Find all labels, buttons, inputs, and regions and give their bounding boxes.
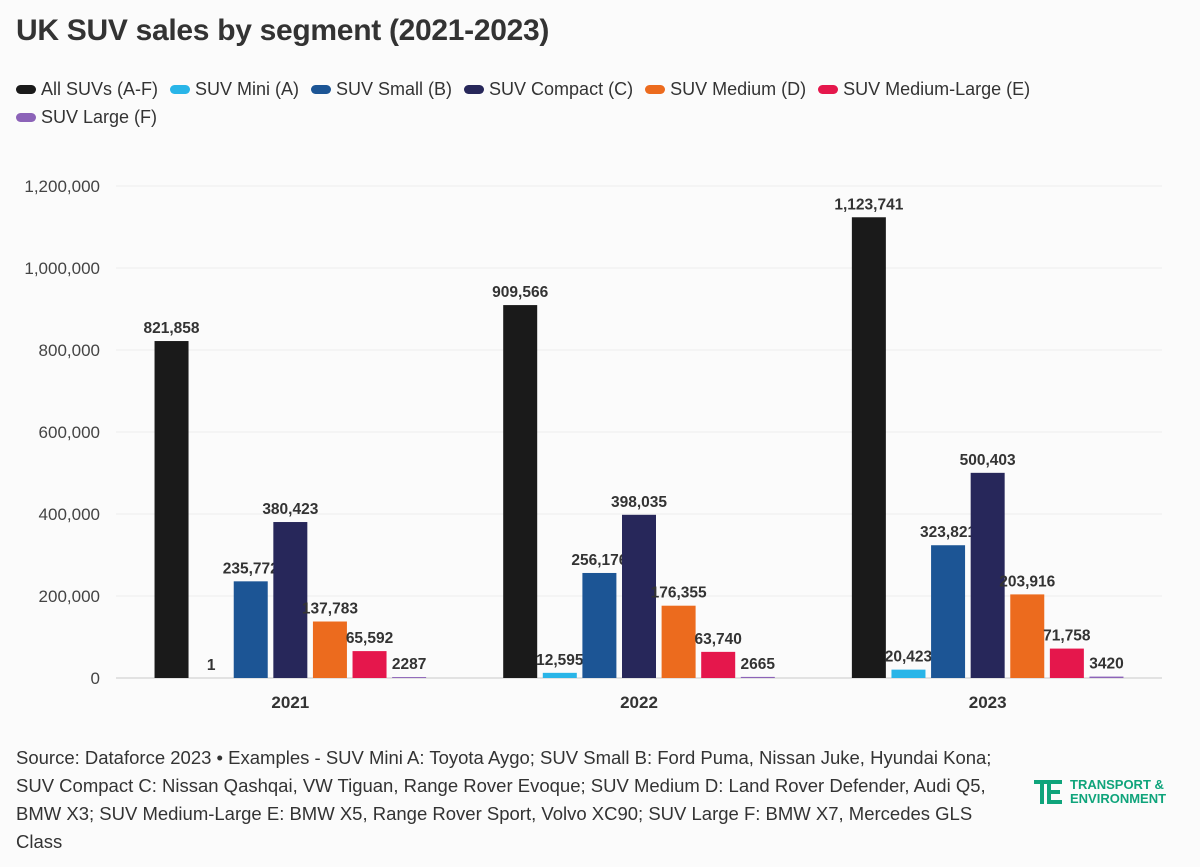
te-logo-icon [1034, 780, 1062, 804]
x-tick-label: 2021 [271, 693, 309, 712]
bar-suv-small-b-2023[interactable] [931, 545, 966, 678]
legend-label: SUV Small (B) [336, 78, 453, 99]
legend-swatch [645, 84, 666, 94]
source-note: Source: Dataforce 2023 • Examples - SUV … [16, 747, 992, 852]
bar-suv-medium-d-2021[interactable] [312, 621, 347, 678]
legend-swatch [170, 84, 190, 94]
bar-suv-mini-a-2023[interactable] [891, 669, 926, 678]
legend-item-suv-compact-c[interactable]: SUV Compact (C) [464, 78, 633, 100]
data-label: 500,403 [960, 452, 1016, 469]
legend-swatch [311, 84, 332, 94]
legend-item-suv-small-b[interactable]: SUV Small (B) [311, 78, 452, 100]
x-tick-label: 2022 [620, 693, 658, 712]
chart-title: UK SUV sales by segment (2021-2023) [16, 14, 550, 47]
bar-suv-compact-c-2022[interactable] [622, 514, 656, 678]
data-label: 323,821 [920, 524, 976, 541]
data-label: 137,783 [302, 601, 358, 618]
y-tick-label: 600,000 [39, 423, 100, 442]
bar-suv-large-f-2023[interactable] [1089, 676, 1124, 678]
legend-swatch [16, 84, 36, 94]
data-label: 398,035 [611, 494, 667, 511]
bar-suv-large-f-2021[interactable] [392, 677, 427, 678]
bar-suv-compact-c-2021[interactable] [273, 522, 308, 678]
bar-suv-medium-d-2023[interactable] [1010, 594, 1045, 678]
chart-legend: All SUVs (A-F) SUV Mini (A) SUV Small (B) S… [16, 78, 1116, 128]
legend-label: All SUVs (A-F) [41, 78, 158, 99]
bar-suv-mini-a-2022[interactable] [542, 672, 577, 678]
data-label: 71,758 [1043, 628, 1091, 645]
data-label: 909,566 [492, 284, 548, 301]
legend-swatch [818, 84, 839, 94]
legend-label: SUV Large (F) [41, 106, 158, 127]
data-label: 380,423 [262, 501, 318, 518]
bar-all-suvs-a-f-2022[interactable] [503, 305, 538, 678]
x-tick-label: 2023 [969, 693, 1007, 712]
data-label: 3420 [1089, 656, 1123, 673]
y-tick-label: 800,000 [39, 341, 100, 360]
legend-item-suv-medium-large-e[interactable]: SUV Medium-Large (E) [818, 78, 1030, 100]
logo-line-2: ENVIRONMENT [1070, 791, 1167, 806]
legend-label: SUV Compact (C) [489, 78, 634, 99]
data-label: 20,423 [885, 649, 933, 666]
data-label: 176,355 [651, 585, 707, 602]
legend-label: SUV Medium (D) [670, 78, 807, 99]
legend-swatch [16, 112, 36, 122]
bar-suv-medium-large-e-2022[interactable] [701, 651, 736, 678]
te-logo: TRANSPORT & ENVIRONMENT [1034, 778, 1166, 806]
bar-suv-medium-d-2022[interactable] [661, 605, 696, 678]
data-label: 235,772 [223, 560, 279, 577]
legend-swatch [464, 84, 485, 94]
bar-all-suvs-a-f-2023[interactable] [851, 217, 886, 679]
bar-suv-compact-c-2023[interactable] [970, 472, 1005, 678]
legend-item-suv-large-f[interactable]: SUV Large (F) [16, 106, 157, 128]
y-tick-label: 200,000 [39, 587, 100, 606]
bar-chart: 0 200,000 400,000 600,000 800,000 1,000,000 1,… [24, 177, 1162, 712]
data-label: 1 [207, 657, 216, 674]
data-label: 203,916 [999, 573, 1055, 590]
legend-item-suv-medium-d[interactable]: SUV Medium (D) [645, 78, 806, 100]
data-label: 65,592 [346, 630, 393, 647]
data-label: 63,740 [694, 631, 741, 648]
bar-suv-large-f-2022[interactable] [740, 676, 775, 678]
legend-item-suv-mini-a[interactable]: SUV Mini (A) [170, 78, 299, 100]
bar-suv-small-b-2021[interactable] [233, 581, 268, 678]
data-label: 2665 [741, 656, 776, 673]
y-tick-label: 400,000 [39, 505, 100, 524]
y-tick-label: 1,000,000 [24, 259, 100, 278]
data-label: 821,858 [144, 320, 200, 337]
bar-suv-small-b-2022[interactable] [582, 572, 617, 678]
y-tick-label: 0 [91, 669, 100, 688]
data-label: 12,595 [536, 652, 584, 669]
data-label: 1,123,741 [834, 196, 903, 213]
bar-suv-medium-large-e-2021[interactable] [352, 651, 387, 678]
data-label: 256,176 [571, 552, 627, 569]
y-tick-label: 1,200,000 [24, 177, 100, 196]
legend-item-all-suvs-a-f[interactable]: All SUVs (A-F) [16, 78, 158, 100]
legend-label: SUV Mini (A) [195, 78, 300, 99]
bar-all-suvs-a-f-2021[interactable] [154, 341, 189, 678]
logo-line-1: TRANSPORT & [1070, 777, 1164, 792]
legend-label: SUV Medium-Large (E) [843, 78, 1031, 99]
data-label: 2287 [392, 656, 426, 673]
bar-suv-medium-large-e-2023[interactable] [1049, 648, 1084, 678]
